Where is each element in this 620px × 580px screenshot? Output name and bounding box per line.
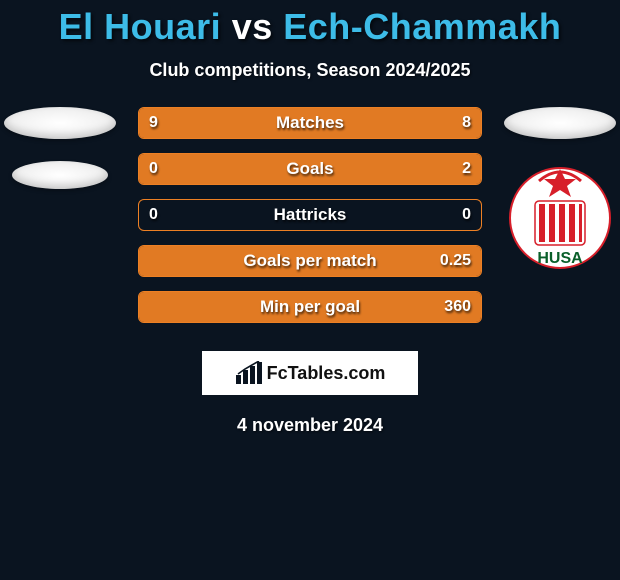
stat-row-hattricks: Hattricks0 0 — [138, 199, 482, 231]
player1-avatars — [0, 107, 120, 189]
husa-crest-icon: HUSA — [509, 157, 611, 279]
stat-row-goals-per-match: Goals per match0.25 — [138, 245, 482, 277]
brand-badge: FcTables.com — [202, 351, 418, 395]
fctables-logo-icon — [235, 361, 263, 385]
player2-avatars: HUSA — [500, 107, 620, 279]
subtitle: Club competitions, Season 2024/2025 — [0, 60, 620, 81]
stat-row-matches: Matches98 — [138, 107, 482, 139]
stat-value-left: 0 — [149, 206, 158, 224]
bar-fill-right — [320, 108, 481, 138]
bar-fill-right — [139, 292, 481, 322]
stat-row-goals: Goals02 — [138, 153, 482, 185]
comparison-bars: Matches98 Goals02 Hattricks0 0 Goals per mat… — [138, 107, 482, 337]
club-placeholder-icon — [12, 161, 108, 189]
bar-fill-right — [139, 246, 481, 276]
avatar-placeholder-icon — [4, 107, 116, 139]
avatar-placeholder-icon — [504, 107, 616, 139]
stat-row-min-per-goal: Min per goal360 — [138, 291, 482, 323]
title-player2: Ech-Chammakh — [283, 6, 561, 47]
stat-label: Hattricks — [139, 205, 481, 225]
stats-area: HUSA Matches98Goals02Hattricks00Goals pe… — [0, 111, 620, 341]
title-vs: vs — [232, 6, 273, 47]
brand-text: FcTables.com — [267, 363, 386, 384]
bar-fill-right — [139, 154, 481, 184]
stat-value-right: 0 — [462, 206, 471, 224]
crest-text: HUSA — [537, 250, 583, 267]
bar-fill-left — [139, 108, 320, 138]
page-title: El Houari vs Ech-Chammakh — [0, 0, 620, 48]
title-player1: El Houari — [59, 6, 222, 47]
date-line: 4 november 2024 — [0, 415, 620, 436]
